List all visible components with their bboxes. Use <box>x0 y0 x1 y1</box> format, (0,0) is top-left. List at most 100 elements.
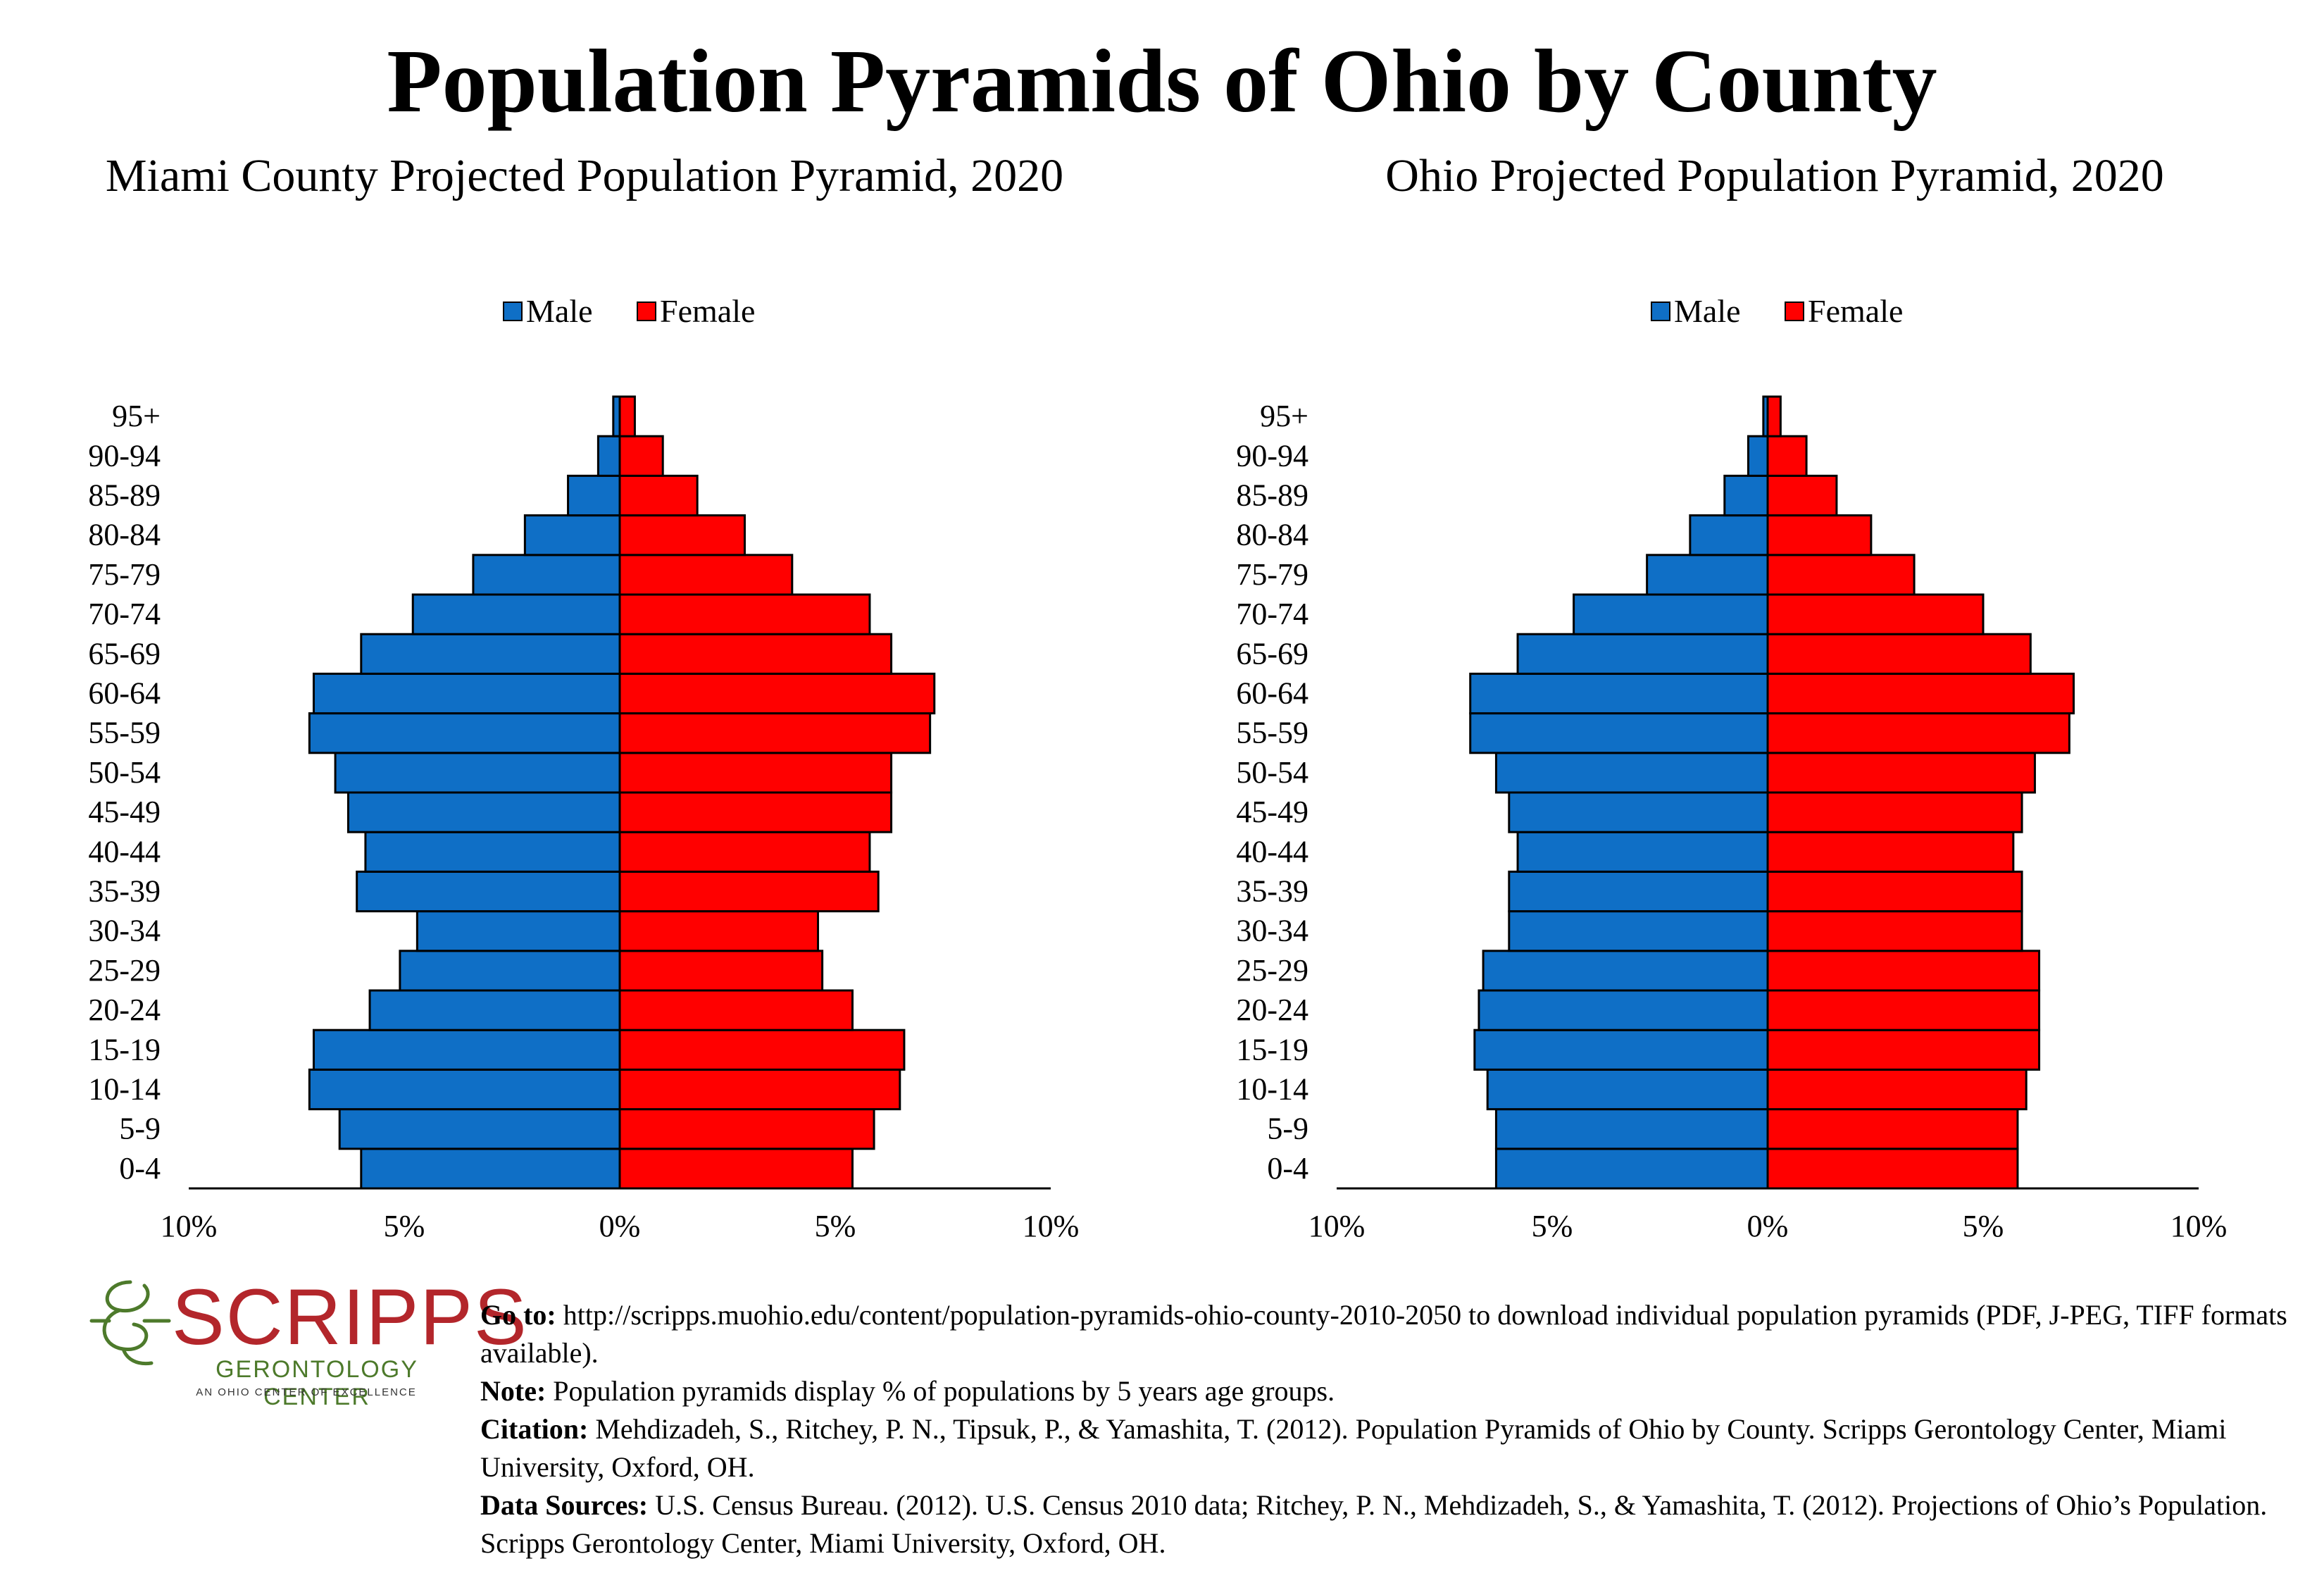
age-tick-label: 35-39 <box>1236 874 1308 909</box>
male-bar <box>416 910 621 952</box>
male-bar <box>1508 791 1769 833</box>
male-bar <box>523 514 621 557</box>
age-tick-label: 5-9 <box>119 1112 161 1146</box>
age-tick-label: 0-4 <box>119 1151 161 1186</box>
sources-text: U.S. Census Bureau. (2012). U.S. Census … <box>480 1489 2268 1559</box>
age-tick-label: 75-79 <box>1236 557 1308 592</box>
male-bar <box>1469 712 1769 754</box>
female-bar <box>618 672 936 715</box>
age-tick-label: 55-59 <box>1236 716 1308 750</box>
male-bar <box>356 870 621 913</box>
female-bar <box>618 989 854 1031</box>
age-tick-label: 15-19 <box>88 1032 161 1067</box>
x-tick-label: 5% <box>1963 1209 2004 1243</box>
female-bar <box>1766 752 2036 794</box>
age-tick-label: 45-49 <box>88 795 161 829</box>
note-text: Population pyramids display % of populat… <box>546 1375 1335 1407</box>
legend-male-swatch <box>1651 302 1670 321</box>
female-bar <box>618 435 664 477</box>
male-bar <box>312 1028 621 1071</box>
legend-male-label: Male <box>1674 293 1741 329</box>
female-bar <box>1766 1028 2041 1071</box>
male-bar <box>1689 514 1769 557</box>
age-tick-label: 10-14 <box>1236 1072 1308 1107</box>
legend-female-swatch <box>637 302 656 321</box>
female-bar <box>1766 593 1985 635</box>
female-bar <box>1766 870 2023 913</box>
x-tick-label: 5% <box>815 1209 856 1243</box>
male-bar <box>1747 435 1769 477</box>
age-tick-label: 20-24 <box>1236 993 1308 1027</box>
female-bar <box>618 712 932 754</box>
male-bar <box>399 950 621 992</box>
male-bar <box>360 633 621 675</box>
male-bar <box>411 593 621 635</box>
age-tick-label: 95+ <box>1260 399 1308 433</box>
age-tick-label: 15-19 <box>1236 1032 1308 1067</box>
female-bar <box>618 910 820 952</box>
male-bar <box>308 712 621 754</box>
age-tick-label: 70-74 <box>1236 597 1308 631</box>
x-tick-label: 0% <box>599 1209 641 1243</box>
female-bar <box>1766 474 1838 517</box>
female-bar <box>618 791 893 833</box>
age-tick-label: 65-69 <box>1236 636 1308 671</box>
age-tick-label: 0-4 <box>1267 1151 1308 1186</box>
data-sources: Data Sources: U.S. Census Bureau. (2012)… <box>480 1486 2311 1562</box>
male-bar <box>596 435 621 477</box>
x-tick-label: 10% <box>1023 1209 1080 1243</box>
age-tick-label: 75-79 <box>88 557 161 592</box>
female-bar <box>1766 1108 2019 1150</box>
x-tick-label: 5% <box>384 1209 425 1243</box>
female-bar <box>1766 633 2032 675</box>
age-tick-label: 85-89 <box>88 478 161 513</box>
citation: Citation: Mehdizadeh, S., Ritchey, P. N.… <box>480 1410 2311 1486</box>
x-tick-label: 10% <box>2170 1209 2228 1243</box>
page-title: Population Pyramids of Ohio by County <box>387 31 1937 131</box>
female-bar <box>1766 950 2041 992</box>
female-bar <box>1766 435 1808 477</box>
male-bar <box>1516 633 1769 675</box>
male-bar <box>346 791 621 833</box>
male-bar <box>472 554 621 596</box>
goto-text: http://scripps.muohio.edu/content/popula… <box>480 1299 2287 1369</box>
female-bar <box>618 593 871 635</box>
female-bar <box>1766 831 2015 873</box>
age-tick-label: 30-34 <box>1236 914 1308 948</box>
male-bar <box>1469 672 1769 715</box>
female-bar <box>618 752 893 794</box>
age-tick-label: 80-84 <box>1236 518 1308 552</box>
female-bar <box>1766 910 2023 952</box>
goto-note: Go to: http://scripps.muohio.edu/content… <box>480 1296 2311 1372</box>
legend-female-swatch <box>1785 302 1804 321</box>
female-bar <box>1766 1148 2019 1190</box>
male-bar <box>312 672 621 715</box>
chart-title-ohio: Ohio Projected Population Pyramid, 2020 <box>1385 150 2164 201</box>
age-tick-label: 90-94 <box>88 438 161 473</box>
female-bar <box>618 1108 875 1150</box>
x-tick-label: 5% <box>1532 1209 1573 1243</box>
age-tick-label: 95+ <box>112 399 161 433</box>
scripps-swirl-icon <box>89 1280 171 1366</box>
female-bar <box>1766 1068 2028 1111</box>
footnotes: Go to: http://scripps.muohio.edu/content… <box>480 1296 2311 1562</box>
male-bar <box>338 1108 621 1150</box>
male-bar <box>334 752 621 794</box>
age-tick-label: 10-14 <box>88 1072 161 1107</box>
age-tick-label: 30-34 <box>88 914 161 948</box>
male-bar <box>567 474 621 517</box>
male-bar <box>1482 950 1769 992</box>
female-bar <box>1766 791 2023 833</box>
legend-female-label: Female <box>1808 293 1903 329</box>
chart-title-miami: Miami County Projected Population Pyrami… <box>105 150 1064 201</box>
female-bar <box>1766 395 1782 437</box>
age-tick-label: 50-54 <box>1236 755 1308 790</box>
male-bar <box>1494 1148 1769 1190</box>
logo-wordmark: SCRIPPS <box>172 1273 528 1361</box>
age-tick-label: 60-64 <box>1236 676 1308 711</box>
female-bar <box>618 395 636 437</box>
pyramid-charts: 0-4 5-9 10-14 15-19 20-24 25-29 30-34 35-39 40-4… <box>88 293 2228 1243</box>
goto-label: Go to: <box>480 1299 556 1331</box>
male-bar <box>308 1068 621 1111</box>
age-tick-label: 85-89 <box>1236 478 1308 513</box>
